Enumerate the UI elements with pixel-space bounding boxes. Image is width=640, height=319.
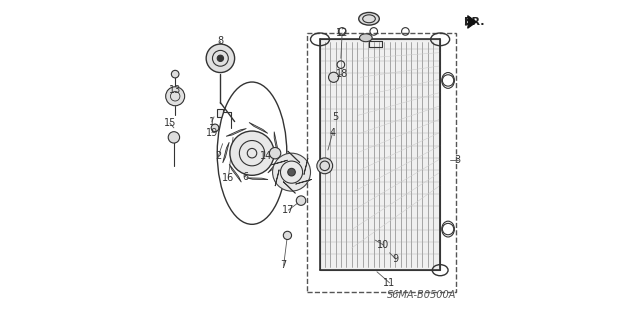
Text: 16: 16	[222, 174, 234, 183]
FancyBboxPatch shape	[228, 125, 236, 137]
Circle shape	[284, 231, 292, 240]
Text: 11: 11	[383, 278, 396, 288]
Polygon shape	[283, 182, 296, 193]
Polygon shape	[320, 39, 440, 270]
Circle shape	[317, 158, 333, 174]
Polygon shape	[249, 122, 268, 133]
Text: FR.: FR.	[464, 17, 484, 27]
Text: 8: 8	[218, 36, 223, 46]
Polygon shape	[223, 142, 229, 163]
Polygon shape	[274, 132, 277, 153]
Text: 6: 6	[243, 172, 249, 182]
Text: 9: 9	[393, 254, 399, 264]
Circle shape	[206, 44, 235, 72]
Text: 4: 4	[330, 128, 336, 137]
Text: 1: 1	[209, 116, 215, 127]
Text: 14: 14	[260, 151, 273, 161]
Polygon shape	[296, 179, 312, 184]
Text: 18: 18	[336, 69, 348, 79]
Text: 5: 5	[332, 112, 339, 122]
Circle shape	[273, 153, 310, 191]
Circle shape	[230, 131, 274, 175]
Circle shape	[269, 147, 281, 159]
Polygon shape	[229, 164, 241, 182]
Ellipse shape	[360, 34, 372, 42]
Circle shape	[211, 124, 219, 132]
Text: 19: 19	[205, 128, 218, 137]
Circle shape	[328, 72, 339, 82]
Text: 13: 13	[169, 85, 181, 95]
Polygon shape	[304, 158, 308, 175]
Circle shape	[296, 196, 306, 205]
Text: S6MA-B0500A: S6MA-B0500A	[387, 291, 456, 300]
Polygon shape	[275, 170, 279, 186]
Polygon shape	[288, 151, 300, 163]
Polygon shape	[268, 157, 283, 173]
FancyBboxPatch shape	[307, 33, 456, 292]
Text: 2: 2	[215, 151, 221, 161]
Polygon shape	[468, 16, 477, 28]
FancyBboxPatch shape	[217, 109, 223, 117]
Text: 10: 10	[377, 240, 389, 250]
Circle shape	[168, 132, 180, 143]
Text: 12: 12	[336, 28, 348, 38]
Polygon shape	[271, 160, 287, 165]
FancyBboxPatch shape	[336, 66, 346, 92]
Polygon shape	[246, 178, 268, 180]
Text: 3: 3	[454, 154, 461, 165]
Circle shape	[288, 168, 295, 176]
Circle shape	[166, 87, 185, 106]
Polygon shape	[226, 129, 246, 136]
Circle shape	[172, 70, 179, 78]
Text: 15: 15	[164, 118, 176, 128]
Ellipse shape	[359, 12, 380, 25]
Ellipse shape	[217, 82, 287, 224]
Text: 17: 17	[282, 205, 294, 215]
Circle shape	[217, 55, 223, 62]
Text: 7: 7	[280, 260, 287, 271]
